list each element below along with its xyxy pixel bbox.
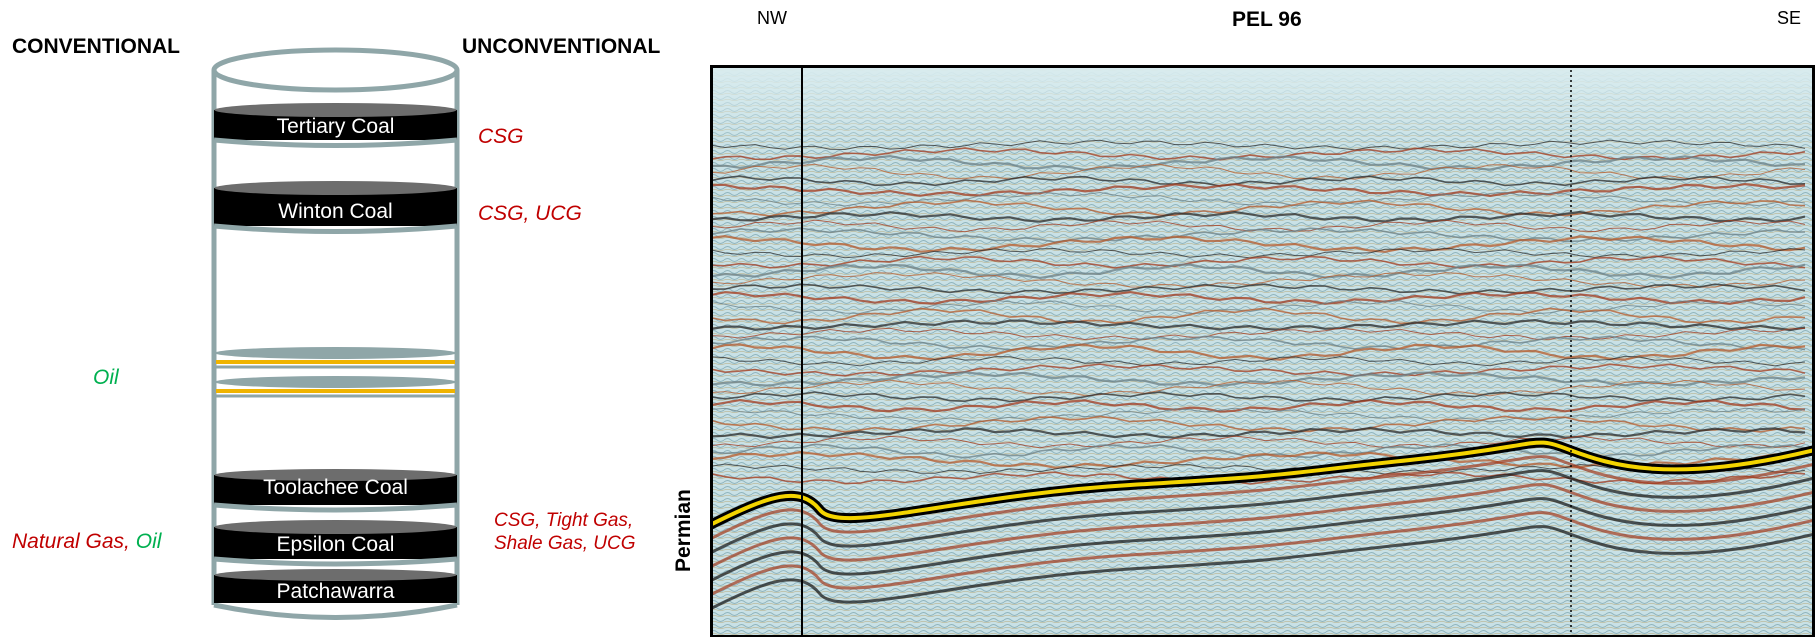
conventional-heading: CONVENTIONAL <box>12 35 180 58</box>
oil-label-2: Oil <box>135 530 162 553</box>
epsilon-coal-layer <box>213 520 458 567</box>
unconventional-lower-line2: Shale Gas, UCG <box>494 533 636 554</box>
stratigraphic-column <box>211 47 460 620</box>
conventional-lower-resources: Natural Gas, Oil <box>12 530 161 554</box>
oil-label: Oil <box>93 366 119 389</box>
section-title: PEL 96 <box>1232 8 1302 31</box>
unconventional-lower-line1: CSG, Tight Gas, <box>494 510 634 531</box>
oil-layer-2 <box>214 376 457 398</box>
tertiary-coal-layer <box>213 103 458 148</box>
permian-axis-label: Permian <box>672 489 695 572</box>
winton-coal-layer <box>213 181 458 234</box>
tertiary-resources: CSG <box>478 125 524 148</box>
winton-coal-label: Winton Coal <box>278 200 393 223</box>
winton-resources: CSG, UCG <box>478 202 582 225</box>
se-direction-label: SE <box>1777 8 1802 28</box>
epsilon-coal-label: Epsilon Coal <box>276 533 395 556</box>
toolachee-coal-layer <box>213 469 458 513</box>
seismic-section <box>710 65 1815 637</box>
seismic-reflectors <box>710 139 1815 611</box>
natural-gas-label: Natural Gas, <box>12 530 130 553</box>
tertiary-coal-label: Tertiary Coal <box>276 115 395 138</box>
toolachee-coal-label: Toolachee Coal <box>263 476 408 499</box>
oil-layer-1 <box>214 347 457 369</box>
nw-direction-label: NW <box>757 8 787 28</box>
patchawarra-label: Patchawarra <box>276 580 395 603</box>
unconventional-heading: UNCONVENTIONAL <box>462 35 661 58</box>
patchawarra-layer <box>214 569 457 603</box>
